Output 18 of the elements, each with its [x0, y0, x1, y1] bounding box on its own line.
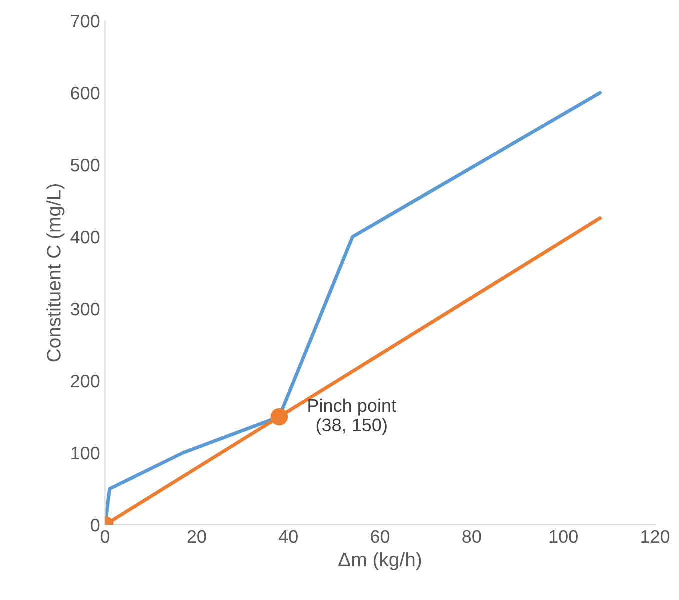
x-tick-label: 60 — [371, 530, 390, 544]
annotation: Pinch point (38, 150) — [308, 398, 396, 436]
y-tick-label: 300 — [70, 302, 100, 316]
x-tick-label: 100 — [550, 530, 578, 544]
x-tick-label: 40 — [278, 530, 298, 544]
y-tick-label: 700 — [71, 14, 100, 28]
x-tick-label: 80 — [462, 530, 482, 544]
y-tick-label: 400 — [70, 230, 100, 244]
x-tick-label: 20 — [188, 530, 206, 544]
y-axis-title: Constituent C (mg/L) — [46, 184, 65, 362]
x-axis-title: Δm (kg/h) — [338, 552, 422, 570]
y-tick-label: 0 — [91, 518, 100, 532]
y-tick-label: 200 — [71, 374, 100, 388]
y-tick-label: 600 — [71, 86, 100, 100]
y-tick-label: 100 — [72, 446, 100, 460]
x-tick-label: 120 — [642, 530, 670, 544]
y-tick-label: 500 — [70, 158, 100, 172]
x-tick-label: 0 — [100, 530, 110, 544]
